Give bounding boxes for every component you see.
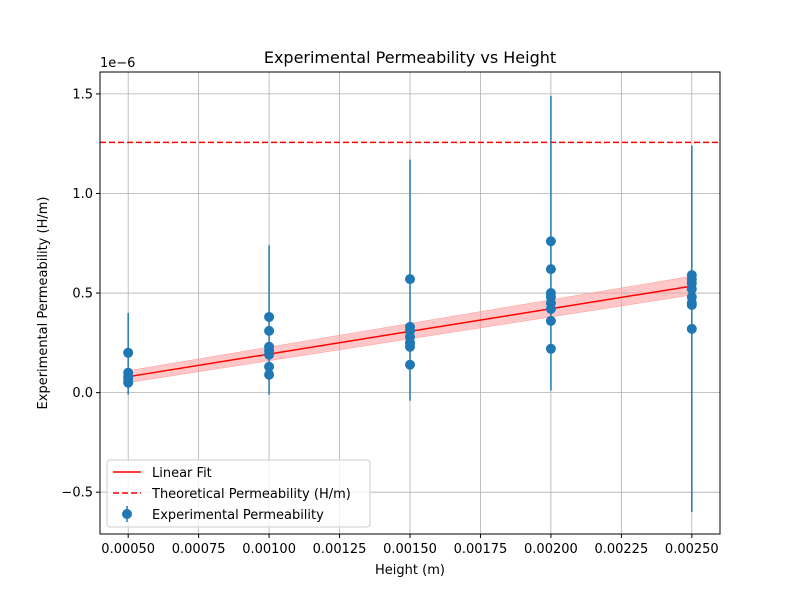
x-tick-label: 0.00075 [172,542,226,557]
data-point [405,274,415,285]
y-axis-label: Experimental Permeability (H/m) [36,197,51,410]
data-point [545,343,556,354]
data-point [545,236,556,247]
y-tick-label: 1.0 [72,187,93,202]
y-axis-scale-label: 1e−6 [100,56,135,71]
x-axis-ticks: 0.00050 0.00075 0.00100 0.00125 0.00150 0.001… [101,534,719,557]
data-point [405,359,415,370]
data-point [264,361,275,372]
y-tick-label: 0.5 [72,287,93,302]
y-tick-label: −0.5 [61,486,93,501]
x-tick-label: 0.00250 [665,542,719,557]
legend-box [106,459,371,528]
data-point [123,347,134,358]
data-point [545,315,556,326]
legend-fit-label: Linear Fit [152,466,212,481]
legend: Linear Fit Theoretical Permeability (H/m… [106,459,371,528]
x-tick-label: 0.00150 [383,542,437,557]
data-point [264,369,275,380]
x-axis-label: Height (m) [375,563,445,578]
legend-point-label: Experimental Permeability [152,508,324,523]
data-point [264,311,275,322]
data-point [545,303,556,314]
data-point [686,284,697,295]
data-point [123,377,134,388]
data-points [123,236,697,388]
data-point [686,299,697,310]
x-tick-label: 0.00050 [101,542,155,557]
x-tick-label: 0.00125 [313,542,367,557]
data-point [405,341,415,352]
data-point [264,349,275,360]
chart-title: Experimental Permeability vs Height [264,48,556,67]
data-point [264,325,275,336]
y-tick-label: 0.0 [72,386,93,401]
y-axis-ticks: −0.5 0.0 0.5 1.0 1.5 [61,87,100,501]
x-tick-label: 0.00200 [524,542,578,557]
y-tick-label: 1.5 [72,87,93,102]
legend-theory-label: Theoretical Permeability (H/m) [151,487,351,502]
data-point [686,323,697,334]
x-tick-label: 0.00100 [242,542,296,557]
x-tick-label: 0.00225 [594,542,648,557]
legend-point-swatch [122,509,132,519]
x-tick-label: 0.00175 [454,542,508,557]
data-point [545,264,556,275]
